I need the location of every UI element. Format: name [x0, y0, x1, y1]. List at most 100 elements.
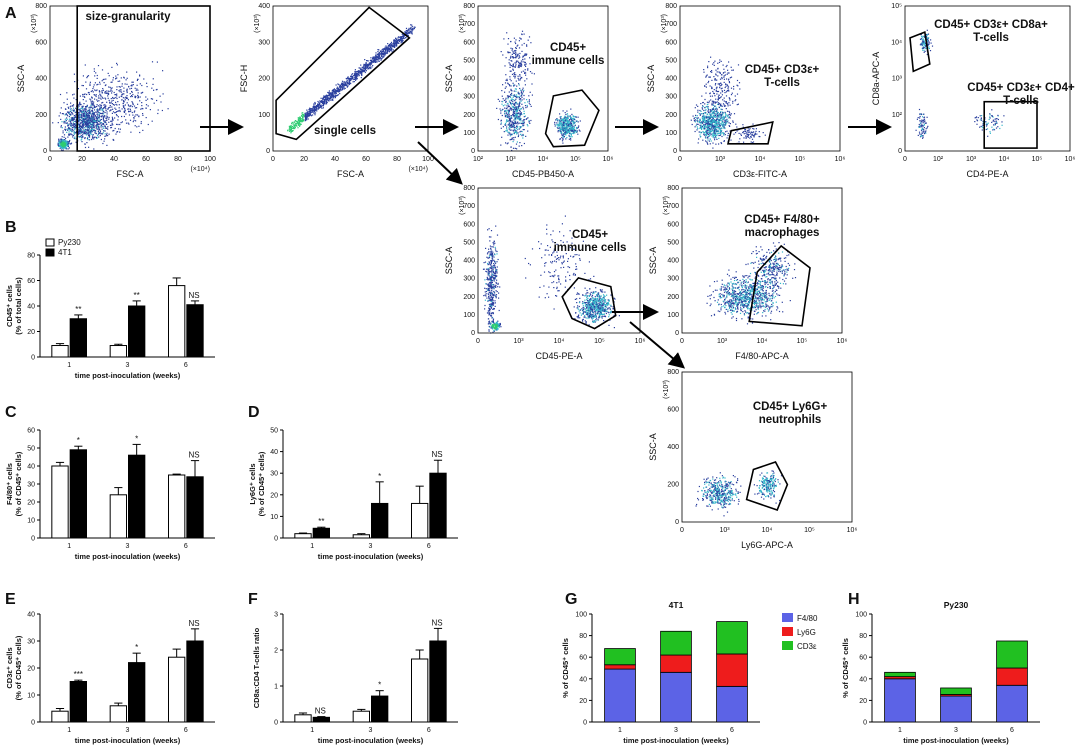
- flow-dot: [725, 123, 727, 125]
- flow-dot: [508, 111, 510, 113]
- flow-dot: [707, 121, 709, 123]
- flow-dot: [369, 63, 372, 65]
- flow-dot: [94, 94, 96, 96]
- flow-dot: [119, 80, 121, 82]
- flow-dot: [709, 93, 711, 95]
- flow-dot: [501, 103, 503, 105]
- flow-dot: [716, 86, 718, 88]
- flow-dot: [346, 83, 348, 85]
- flow-dot: [572, 131, 574, 133]
- flow-dot: [573, 118, 575, 121]
- flow-dot: [719, 113, 721, 116]
- flow-dot: [379, 58, 381, 60]
- flow-dot: [120, 122, 122, 124]
- flow-dot: [710, 110, 712, 112]
- flow-dot: [124, 97, 126, 99]
- flow-dot: [94, 121, 96, 123]
- flow-dot: [134, 96, 136, 98]
- flow-dot: [698, 121, 700, 123]
- flow-dot: [526, 104, 528, 106]
- flow-dot: [142, 91, 144, 93]
- flow-dot: [505, 107, 507, 110]
- flow-dot: [84, 106, 87, 108]
- flow-dot: [351, 77, 353, 79]
- flow-dot: [67, 143, 69, 145]
- flow-dot: [65, 148, 68, 150]
- flow-dot: [78, 116, 80, 118]
- flow-dot: [515, 88, 517, 90]
- flow-dot: [698, 120, 700, 122]
- flow-dot: [121, 121, 123, 123]
- flow-dot: [378, 56, 380, 58]
- flow-dot: [717, 67, 719, 69]
- flow-dot: [124, 110, 126, 112]
- flow-dot: [758, 135, 760, 138]
- flow-dot: [521, 96, 523, 98]
- gate-label: CD45+: [550, 42, 586, 54]
- flow-dot: [739, 88, 741, 90]
- flow-dot: [510, 96, 512, 99]
- flow-dot: [506, 120, 508, 122]
- flow-dot: [362, 66, 364, 68]
- flow-dot: [110, 109, 112, 111]
- flow-dot: [84, 122, 86, 124]
- flow-dot: [519, 105, 521, 107]
- flow-dot: [73, 97, 75, 99]
- flow-dot: [505, 114, 507, 117]
- flow-dot: [365, 70, 367, 72]
- flow-dot: [510, 109, 512, 111]
- flow-dot: [74, 127, 76, 129]
- flow-dot: [506, 130, 508, 132]
- flow-dot: [397, 40, 399, 42]
- flow-dot: [402, 37, 404, 39]
- flow-dot: [298, 119, 300, 121]
- flow-dot: [521, 33, 523, 35]
- flow-dot: [84, 146, 87, 149]
- flow-dot: [97, 131, 99, 133]
- flow-dot: [334, 93, 336, 95]
- flow-dot: [512, 57, 514, 59]
- flow-dot: [101, 123, 103, 125]
- flow-dot: [149, 109, 151, 111]
- flow-dot: [557, 129, 559, 132]
- flow-dot: [301, 114, 303, 116]
- flow-dot: [727, 132, 729, 134]
- flow-dot: [331, 93, 333, 95]
- flow-dot: [498, 100, 501, 102]
- flow-dot: [570, 130, 572, 132]
- flow-dot: [759, 136, 761, 138]
- flow-dot: [525, 74, 527, 76]
- flow-dot: [384, 46, 386, 48]
- flow-dot: [704, 107, 706, 109]
- flow-dot: [100, 105, 103, 107]
- flow-dot: [290, 130, 292, 132]
- flow-dot: [62, 145, 64, 147]
- flow-dot: [316, 110, 318, 112]
- flow-dot: [98, 120, 100, 122]
- flow-dot: [134, 110, 136, 112]
- flow-dot: [89, 81, 91, 83]
- flow-dot: [128, 86, 130, 88]
- flow-dot: [105, 135, 107, 137]
- flow-dot: [71, 112, 73, 114]
- flow-dot: [511, 137, 513, 139]
- flow-dot: [91, 120, 93, 122]
- flow-dot: [400, 38, 402, 41]
- flow-dot: [64, 144, 66, 146]
- flow-dot: [377, 57, 379, 59]
- flow-dot: [361, 74, 363, 77]
- flow-dot: [104, 115, 106, 117]
- flow-dot: [91, 109, 93, 111]
- flow-dot: [136, 88, 138, 90]
- flow-dot: [106, 117, 108, 119]
- y-tick: 700: [463, 21, 475, 28]
- x-tick: 100: [422, 156, 434, 163]
- y-tick: 0: [266, 148, 270, 155]
- flow-dot: [110, 127, 112, 129]
- flow-dot: [725, 122, 727, 124]
- flow-dot: [501, 114, 503, 117]
- flow-dot: [699, 131, 701, 133]
- flow-dot: [708, 125, 711, 127]
- flow-dot: [64, 145, 66, 147]
- flow-dot: [706, 105, 708, 108]
